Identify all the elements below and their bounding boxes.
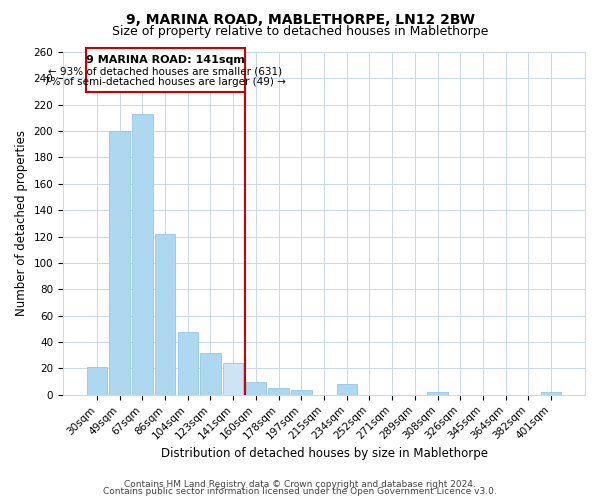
Bar bbox=[132, 114, 152, 395]
Bar bbox=[155, 234, 175, 395]
X-axis label: Distribution of detached houses by size in Mablethorpe: Distribution of detached houses by size … bbox=[161, 447, 488, 460]
Bar bbox=[178, 332, 198, 395]
Text: ← 93% of detached houses are smaller (631): ← 93% of detached houses are smaller (63… bbox=[48, 66, 282, 76]
Text: Size of property relative to detached houses in Mablethorpe: Size of property relative to detached ho… bbox=[112, 25, 488, 38]
Text: 9 MARINA ROAD: 141sqm: 9 MARINA ROAD: 141sqm bbox=[86, 54, 245, 64]
Bar bbox=[291, 390, 311, 395]
Bar bbox=[245, 382, 266, 395]
Bar bbox=[268, 388, 289, 395]
Bar bbox=[223, 363, 244, 395]
Bar bbox=[109, 131, 130, 395]
Text: 9, MARINA ROAD, MABLETHORPE, LN12 2BW: 9, MARINA ROAD, MABLETHORPE, LN12 2BW bbox=[125, 12, 475, 26]
Bar bbox=[427, 392, 448, 395]
Y-axis label: Number of detached properties: Number of detached properties bbox=[15, 130, 28, 316]
Bar bbox=[87, 367, 107, 395]
Bar bbox=[337, 384, 357, 395]
Text: Contains public sector information licensed under the Open Government Licence v3: Contains public sector information licen… bbox=[103, 487, 497, 496]
Text: 7% of semi-detached houses are larger (49) →: 7% of semi-detached houses are larger (4… bbox=[44, 77, 286, 87]
FancyBboxPatch shape bbox=[86, 48, 245, 92]
Text: Contains HM Land Registry data © Crown copyright and database right 2024.: Contains HM Land Registry data © Crown c… bbox=[124, 480, 476, 489]
Bar bbox=[541, 392, 561, 395]
Bar bbox=[200, 352, 221, 395]
